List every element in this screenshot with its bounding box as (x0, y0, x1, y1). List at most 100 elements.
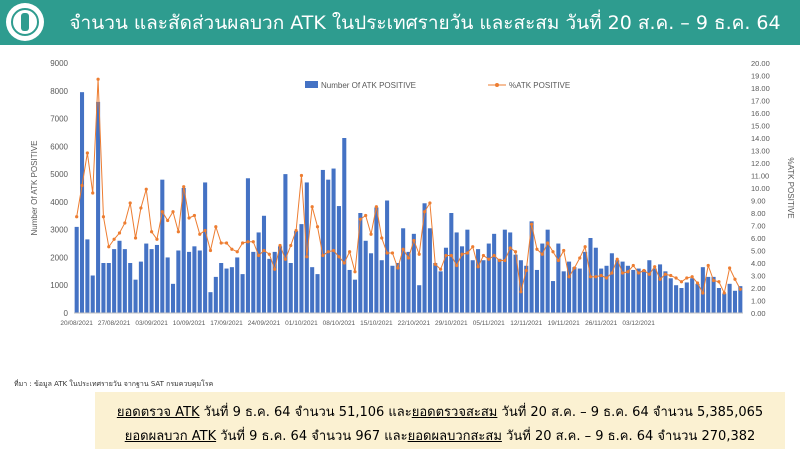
point-atk-percent (481, 253, 486, 258)
bar-atk-positive (395, 263, 400, 313)
bar-atk-positive (524, 265, 529, 313)
bar-atk-positive (497, 258, 502, 313)
bar-atk-positive (738, 286, 743, 313)
bar-atk-positive (90, 275, 95, 313)
right-tick-label: 12.00 (751, 159, 770, 168)
bar-atk-positive (85, 239, 90, 313)
source-note: ที่มา : ข้อมูล ATK ในประเทศรายวัน จากฐาน… (14, 380, 214, 388)
right-tick-label: 7.00 (751, 222, 766, 231)
right-tick-label: 15.00 (751, 122, 770, 131)
bar-atk-positive (540, 243, 545, 313)
bar-atk-positive (663, 271, 668, 313)
point-atk-percent (315, 225, 320, 229)
bar-atk-positive (229, 267, 234, 313)
bar-atk-positive (449, 213, 454, 313)
x-tick-label: 20/08/2021 (60, 320, 93, 327)
point-atk-percent (679, 280, 684, 284)
x-tick-label: 10/09/2021 (173, 320, 206, 327)
bar-atk-positive (459, 246, 465, 313)
bar-atk-positive (390, 265, 395, 313)
tests-daily-label: ยอดตรวจ ATK (116, 405, 200, 420)
point-atk-percent (717, 280, 721, 284)
left-tick-label: 3000 (50, 226, 68, 235)
bar-atk-positive (486, 243, 491, 313)
left-tick-label: 2000 (50, 253, 68, 262)
point-atk-percent (540, 252, 544, 256)
point-atk-percent (219, 241, 223, 245)
x-tick-label: 03/12/2021 (622, 320, 655, 327)
bar-atk-positive (577, 268, 582, 313)
point-atk-percent (562, 248, 566, 253)
point-atk-percent (728, 266, 732, 270)
right-tick-label: 5.00 (751, 247, 766, 256)
bar-atk-positive (652, 268, 657, 313)
left-tick-label: 1000 (50, 281, 68, 290)
point-atk-percent (299, 173, 304, 178)
point-atk-percent (305, 255, 309, 259)
point-atk-percent (150, 230, 154, 234)
bar-atk-positive (347, 269, 352, 313)
point-atk-percent (289, 243, 293, 248)
bar-atk-positive (706, 276, 711, 313)
bar-atk-positive (315, 274, 320, 313)
bar-atk-positive (96, 101, 101, 313)
summary-positive-line: ยอดผลบวก ATK วันที่ 9 ธ.ค. 64 จำนวน 967 … (95, 425, 785, 446)
tests-daily-text: วันที่ 9 ธ.ค. 64 จำนวน 51,106 และ (199, 405, 412, 420)
bar-atk-positive (615, 260, 620, 313)
point-atk-percent (529, 222, 534, 226)
point-atk-percent (374, 205, 378, 209)
bar-atk-positive (326, 179, 331, 313)
bar-atk-positive (331, 168, 336, 313)
point-atk-percent (594, 275, 598, 279)
bar-atk-positive (454, 232, 459, 313)
bar-atk-positive (406, 251, 411, 313)
point-atk-percent (251, 240, 255, 244)
legend: Number Of ATK POSITIVE %ATK POSITIVE (305, 81, 570, 90)
x-tick-label: 17/09/2021 (210, 320, 243, 327)
point-atk-percent (364, 213, 368, 218)
point-atk-percent (578, 256, 582, 260)
left-tick-label: 8000 (50, 87, 68, 96)
bar-atk-positive (203, 182, 208, 313)
point-atk-percent (390, 251, 395, 255)
bar-atk-positive (716, 288, 721, 313)
point-atk-percent (112, 237, 116, 241)
right-tick-label: 8.00 (751, 209, 766, 218)
point-atk-percent (380, 236, 384, 240)
point-atk-percent (203, 228, 207, 233)
point-atk-percent (487, 257, 491, 261)
right-tick-label: 2.00 (751, 284, 766, 293)
point-atk-percent (155, 237, 159, 241)
bar-atk-positive (518, 260, 523, 313)
point-atk-percent (187, 216, 191, 220)
point-atk-percent (449, 253, 453, 258)
bar-series (74, 92, 743, 314)
bar-atk-positive (476, 249, 481, 313)
point-atk-percent (455, 263, 459, 268)
point-atk-percent (401, 247, 405, 251)
point-atk-percent (695, 281, 700, 285)
point-atk-percent (176, 230, 180, 234)
bar-atk-positive (695, 283, 700, 313)
point-atk-percent (257, 253, 261, 258)
right-axis-label: %ATK POSITIVE (786, 157, 795, 218)
point-atk-percent (690, 275, 694, 279)
moph-logo (6, 3, 44, 41)
point-atk-percent (658, 277, 662, 281)
legend-line-label: %ATK POSITIVE (509, 81, 570, 90)
x-tick-label: 01/10/2021 (285, 320, 318, 327)
bar-atk-positive (379, 260, 384, 313)
bar-atk-positive (288, 263, 293, 313)
point-atk-percent (417, 252, 421, 256)
bar-atk-positive (160, 179, 165, 313)
right-tick-label: 10.00 (751, 184, 770, 193)
point-atk-percent (358, 217, 362, 221)
bar-atk-positive (401, 228, 406, 313)
point-atk-percent (246, 240, 250, 244)
point-atk-percent (385, 251, 389, 255)
bar-atk-positive (187, 251, 192, 313)
point-atk-percent (273, 267, 277, 271)
bar-atk-positive (128, 263, 133, 313)
point-atk-percent (513, 250, 518, 254)
point-atk-percent (460, 252, 464, 256)
